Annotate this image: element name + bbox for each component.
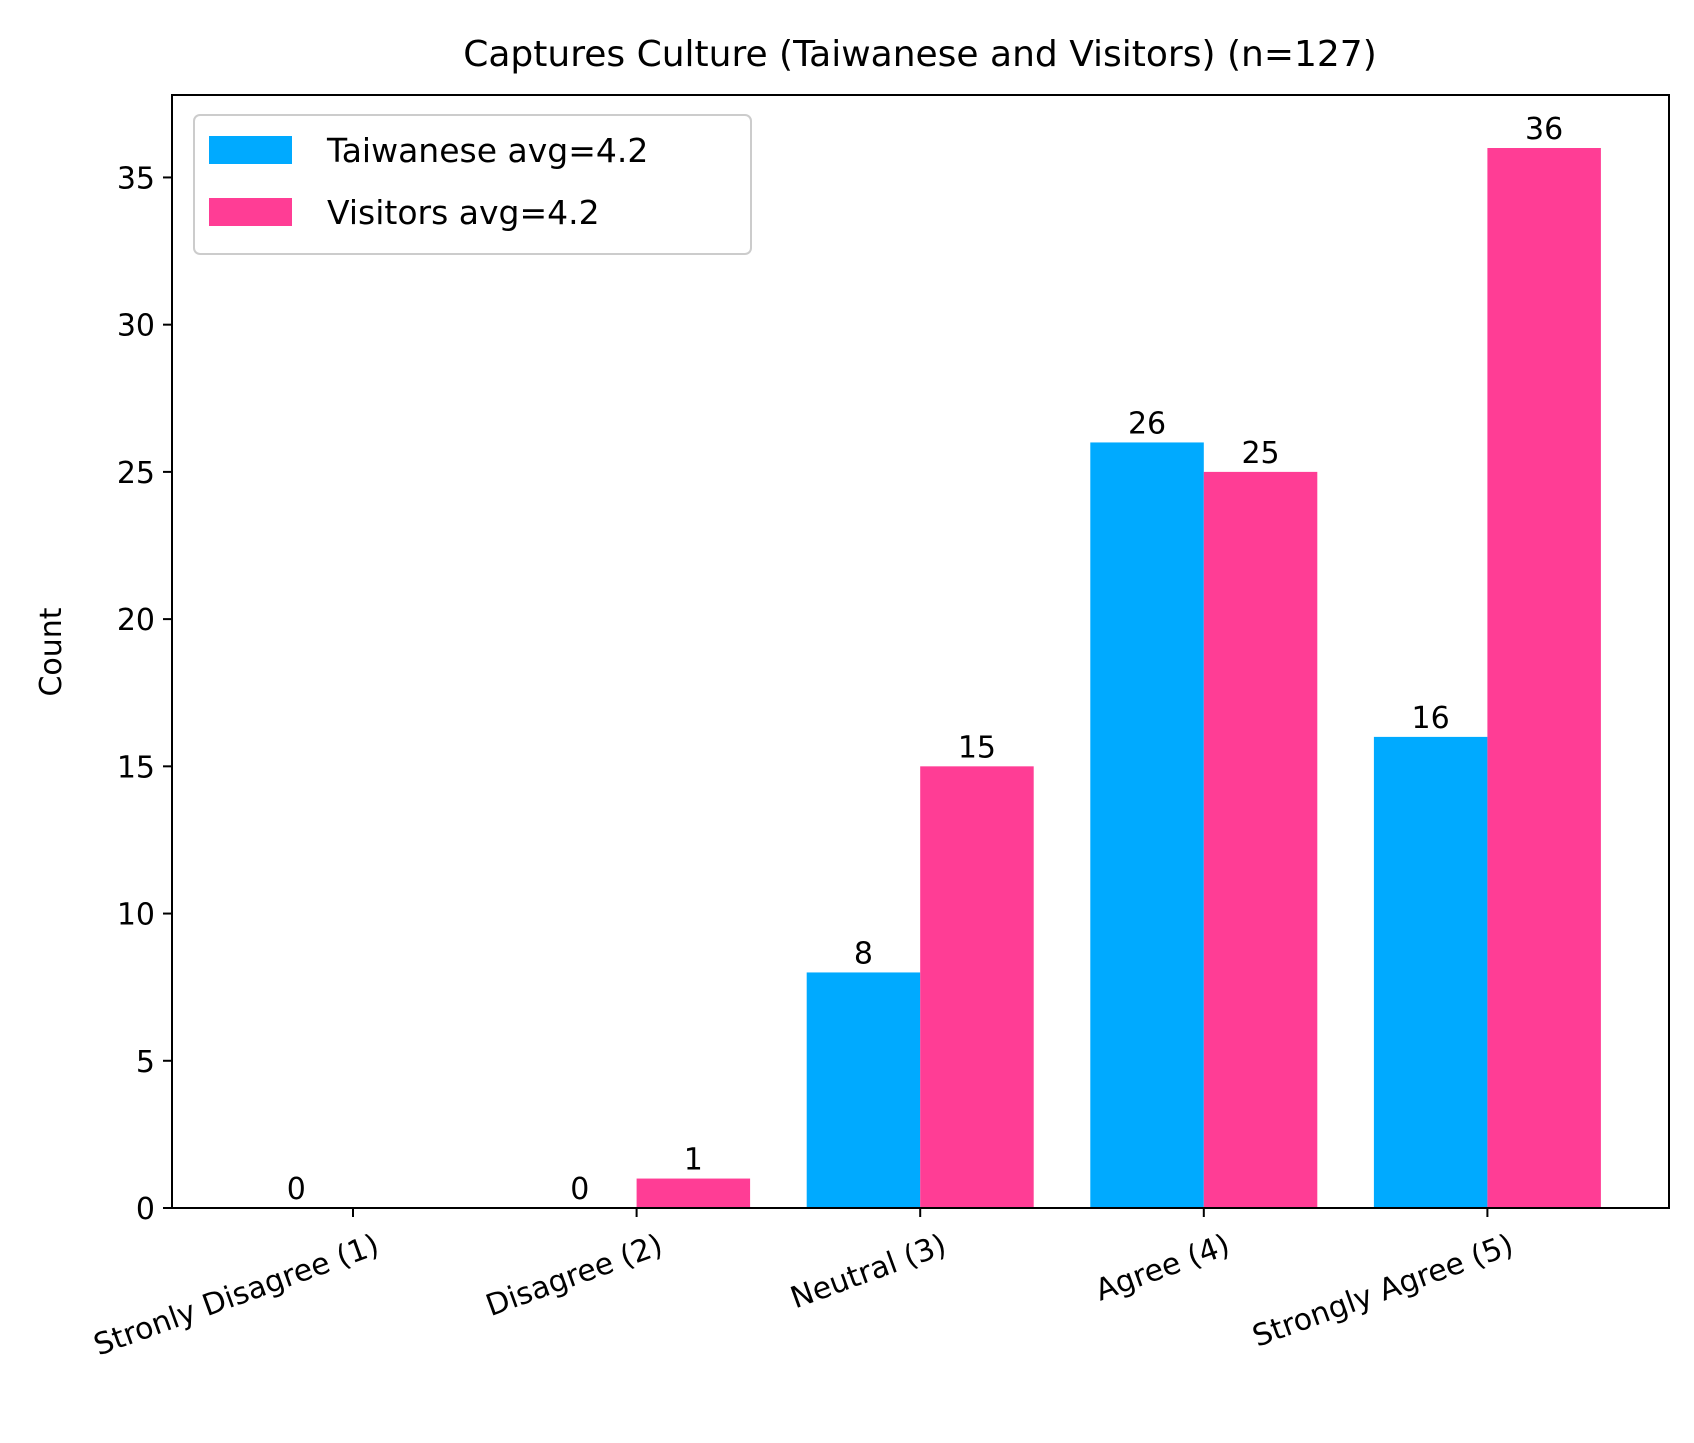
y-axis-label: Count xyxy=(34,607,69,696)
data-label: 36 xyxy=(1525,112,1563,147)
y-tick-label: 25 xyxy=(117,456,155,491)
y-tick-label: 10 xyxy=(117,898,155,933)
x-tick-label: Agree (4) xyxy=(1091,1228,1235,1309)
bar xyxy=(806,972,921,1208)
bar xyxy=(1090,442,1204,1208)
legend-label: Visitors avg=4.2 xyxy=(327,193,600,232)
data-label: 0 xyxy=(287,1172,306,1207)
y-tick-label: 20 xyxy=(117,603,155,638)
x-tick-label: Neutral (3) xyxy=(786,1228,951,1317)
series-visitors: 1 15 25 36 xyxy=(636,112,1601,1208)
legend-label: Taiwanese avg=4.2 xyxy=(326,131,648,170)
x-tick-label: Disagree (2) xyxy=(481,1228,667,1324)
chart-title: Captures Culture (Taiwanese and Visitors… xyxy=(463,34,1377,75)
bar xyxy=(1203,471,1318,1208)
y-tick-label: 35 xyxy=(117,161,155,196)
data-label: 25 xyxy=(1241,436,1279,471)
y-axis: 0 5 10 15 20 25 30 35 xyxy=(117,161,172,1227)
data-label: 0 xyxy=(570,1172,589,1207)
y-tick-label: 30 xyxy=(117,309,155,344)
legend-swatch xyxy=(209,198,292,226)
x-tick-label: Strongly Agree (5) xyxy=(1248,1228,1518,1355)
plot-area: 0 0 8 26 16 1 15 25 36 xyxy=(287,112,1601,1208)
legend: Taiwanese avg=4.2 Visitors avg=4.2 xyxy=(193,114,752,255)
x-axis: Stronly Disagree (1) Disagree (2) Neutral … xyxy=(89,1208,1518,1363)
series-taiwanese: 0 0 8 26 16 xyxy=(287,406,1488,1208)
y-tick-label: 5 xyxy=(136,1045,155,1080)
bar xyxy=(920,766,1034,1208)
bar xyxy=(636,1178,751,1208)
x-tick-label: Stronly Disagree (1) xyxy=(89,1228,383,1364)
legend-frame xyxy=(193,114,752,255)
bar xyxy=(1487,148,1601,1208)
data-label: 26 xyxy=(1128,406,1166,441)
data-label: 16 xyxy=(1412,701,1450,736)
data-label: 8 xyxy=(854,936,873,971)
y-tick-label: 0 xyxy=(136,1192,155,1227)
y-tick-label: 15 xyxy=(117,750,155,785)
data-label: 15 xyxy=(958,730,996,765)
legend-swatch xyxy=(209,136,292,164)
bar xyxy=(1373,736,1488,1208)
data-label: 1 xyxy=(684,1143,703,1178)
